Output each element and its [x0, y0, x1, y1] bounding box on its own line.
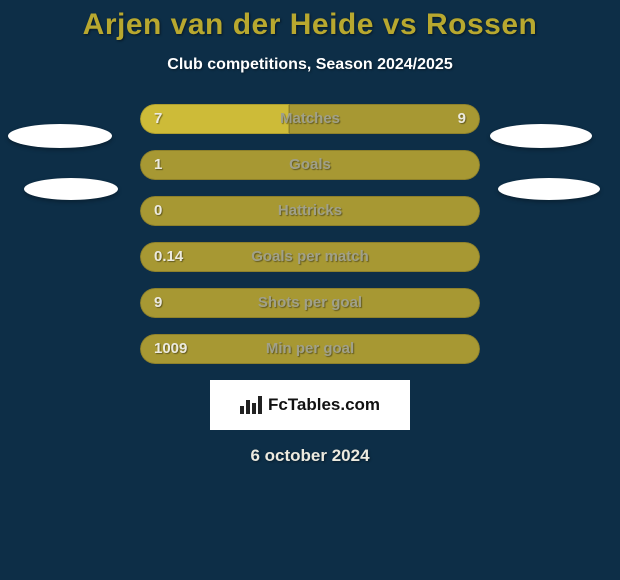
comparison-card: Arjen van der Heide vs Rossen Club compe… [0, 0, 620, 580]
stat-metric-label: Min per goal [140, 334, 480, 364]
stat-metric-label: Hattricks [140, 196, 480, 226]
stat-row: 0Hattricks [140, 196, 480, 226]
source-badge: FcTables.com [210, 380, 410, 430]
comparison-bars: 79Matches 1Goals 0Hattricks 0.14Goals per m… [140, 104, 480, 364]
decorative-ellipse [24, 178, 118, 200]
decorative-ellipse [490, 124, 592, 148]
source-text: FcTables.com [268, 395, 380, 415]
stat-metric-label: Matches [140, 104, 480, 134]
decorative-ellipse [498, 178, 600, 200]
subtitle: Club competitions, Season 2024/2025 [0, 56, 620, 74]
stat-row: 79Matches [140, 104, 480, 134]
chart-icon [240, 396, 262, 414]
stat-metric-label: Shots per goal [140, 288, 480, 318]
date-label: 6 october 2024 [0, 446, 620, 466]
stat-row: 0.14Goals per match [140, 242, 480, 272]
stat-metric-label: Goals per match [140, 242, 480, 272]
page-title: Arjen van der Heide vs Rossen [0, 0, 620, 42]
stat-row: 1Goals [140, 150, 480, 180]
decorative-ellipse [8, 124, 112, 148]
stat-row: 9Shots per goal [140, 288, 480, 318]
stat-row: 1009Min per goal [140, 334, 480, 364]
stat-metric-label: Goals [140, 150, 480, 180]
